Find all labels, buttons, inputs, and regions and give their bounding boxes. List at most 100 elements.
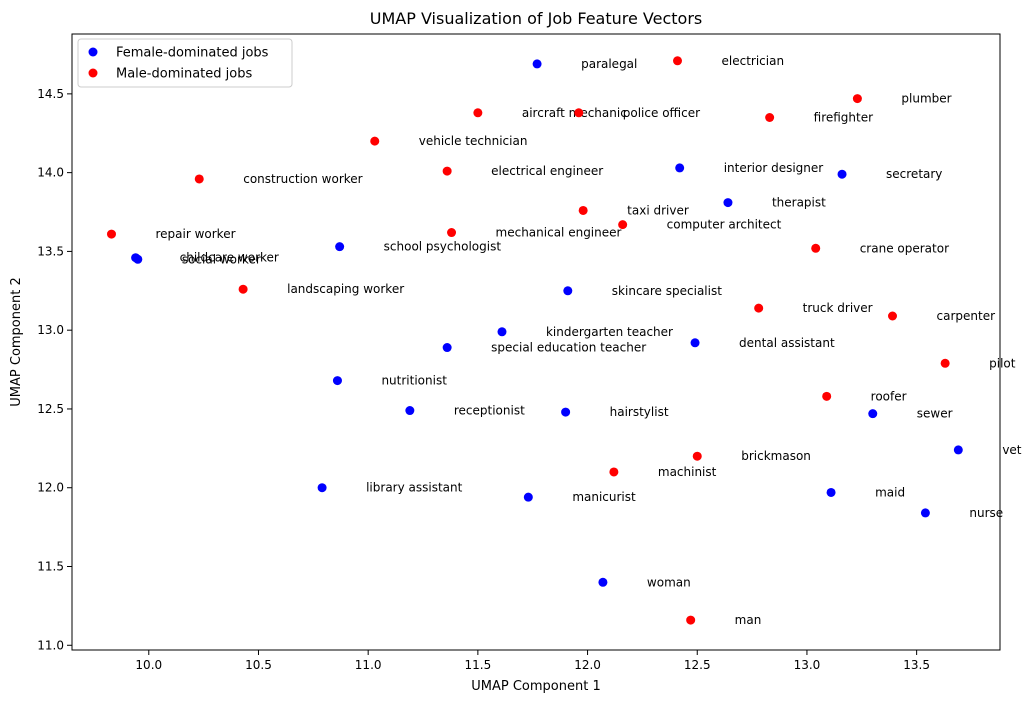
point-label: interior designer xyxy=(724,161,824,175)
data-point xyxy=(317,483,327,493)
point-label: firefighter xyxy=(814,110,873,124)
point-label: school psychologist xyxy=(384,240,502,254)
point-label: construction worker xyxy=(243,172,362,186)
data-point xyxy=(837,169,847,179)
data-point xyxy=(106,229,116,239)
chart-marks: paralegal interior designer secretary thera… xyxy=(106,54,1022,627)
data-point xyxy=(473,108,483,118)
point-label: library assistant xyxy=(366,481,463,495)
data-point xyxy=(561,407,571,417)
data-point xyxy=(920,508,930,518)
chart-title: UMAP Visualization of Job Feature Vector… xyxy=(370,9,702,28)
legend-box xyxy=(77,38,293,88)
point-label: pilot xyxy=(989,356,1016,370)
data-point xyxy=(868,409,878,419)
point-label: social worker xyxy=(182,252,261,266)
point-label: secretary xyxy=(886,167,942,181)
point-label: dental assistant xyxy=(739,336,835,350)
x-tick-label: 10.5 xyxy=(245,658,272,672)
data-point xyxy=(609,467,619,477)
point-label: brickmason xyxy=(741,449,811,463)
data-point xyxy=(673,56,683,66)
plot-area xyxy=(72,34,1000,650)
point-label: machinist xyxy=(658,465,717,479)
y-axis-label: UMAP Component 2 xyxy=(9,277,24,406)
point-label: vet xyxy=(1002,443,1021,457)
point-label: childcare worker xyxy=(180,251,279,265)
data-point xyxy=(563,286,573,296)
data-point xyxy=(133,254,143,264)
x-tick-label: 11.0 xyxy=(355,658,382,672)
y-tick-label: 11.0 xyxy=(37,638,64,652)
x-tick-label: 10.0 xyxy=(135,658,162,672)
data-point xyxy=(826,487,836,497)
y-tick-label: 13.5 xyxy=(37,244,64,258)
data-point xyxy=(194,174,204,184)
point-label: vehicle technician xyxy=(419,134,528,148)
x-tick-label: 13.0 xyxy=(794,658,821,672)
data-point xyxy=(578,205,588,215)
y-tick-label: 14.0 xyxy=(37,166,64,180)
point-label: truck driver xyxy=(803,301,873,315)
point-label: manicurist xyxy=(572,490,636,504)
legend-label: Male-dominated jobs xyxy=(116,67,252,82)
data-point xyxy=(686,615,696,625)
point-label: crane operator xyxy=(860,241,949,255)
data-point xyxy=(940,358,950,368)
point-label: skincare specialist xyxy=(612,284,722,298)
data-point xyxy=(335,242,345,252)
data-point xyxy=(811,243,821,253)
data-point xyxy=(447,228,457,238)
data-point xyxy=(442,166,452,176)
data-point xyxy=(888,311,898,321)
data-point xyxy=(497,327,507,337)
point-label: hairstylist xyxy=(610,405,669,419)
data-point xyxy=(370,136,380,146)
point-label: repair worker xyxy=(155,227,235,241)
point-label: nurse xyxy=(969,506,1003,520)
x-tick-label: 11.5 xyxy=(465,658,492,672)
data-point xyxy=(852,94,862,104)
data-point xyxy=(574,108,584,118)
x-axis: 10.0 10.5 11.0 11.5 12.0 12.5 13.0 13.5 xyxy=(135,650,930,672)
x-tick-label: 12.0 xyxy=(574,658,601,672)
point-label: maid xyxy=(875,485,905,499)
point-label: computer architect xyxy=(667,218,782,232)
legend-marker xyxy=(88,47,98,57)
y-tick-label: 13.0 xyxy=(37,323,64,337)
y-axis: 11.0 11.5 12.0 12.5 13.0 13.5 14.0 14.5 xyxy=(37,87,72,652)
data-point xyxy=(675,163,685,173)
data-point xyxy=(405,406,415,416)
legend: Female-dominated jobs Male-dominated jobs xyxy=(77,38,293,88)
data-point xyxy=(723,198,733,208)
data-point xyxy=(618,220,628,230)
data-point xyxy=(765,112,775,122)
data-point xyxy=(822,391,832,401)
data-point xyxy=(692,451,702,461)
point-label: man xyxy=(735,613,762,627)
point-label: therapist xyxy=(772,196,826,210)
y-tick-label: 11.5 xyxy=(37,560,64,574)
data-point xyxy=(442,343,452,353)
data-point xyxy=(523,492,533,502)
legend-marker xyxy=(88,68,98,78)
point-label: landscaping worker xyxy=(287,282,404,296)
data-point xyxy=(238,284,248,294)
data-point xyxy=(754,303,764,313)
point-label: sewer xyxy=(917,407,953,421)
point-label: receptionist xyxy=(454,404,525,418)
x-axis-label: UMAP Component 1 xyxy=(471,679,600,694)
plot-frame xyxy=(71,33,1001,651)
point-label: plumber xyxy=(901,92,951,106)
data-point xyxy=(690,338,700,348)
point-label: carpenter xyxy=(937,309,996,323)
point-label: police officer xyxy=(623,106,700,120)
point-label: special education teacher xyxy=(491,341,646,355)
y-tick-label: 14.5 xyxy=(37,87,64,101)
x-tick-label: 12.5 xyxy=(684,658,711,672)
y-tick-label: 12.0 xyxy=(37,481,64,495)
point-label: kindergarten teacher xyxy=(546,325,673,339)
point-label: electrical engineer xyxy=(491,164,603,178)
